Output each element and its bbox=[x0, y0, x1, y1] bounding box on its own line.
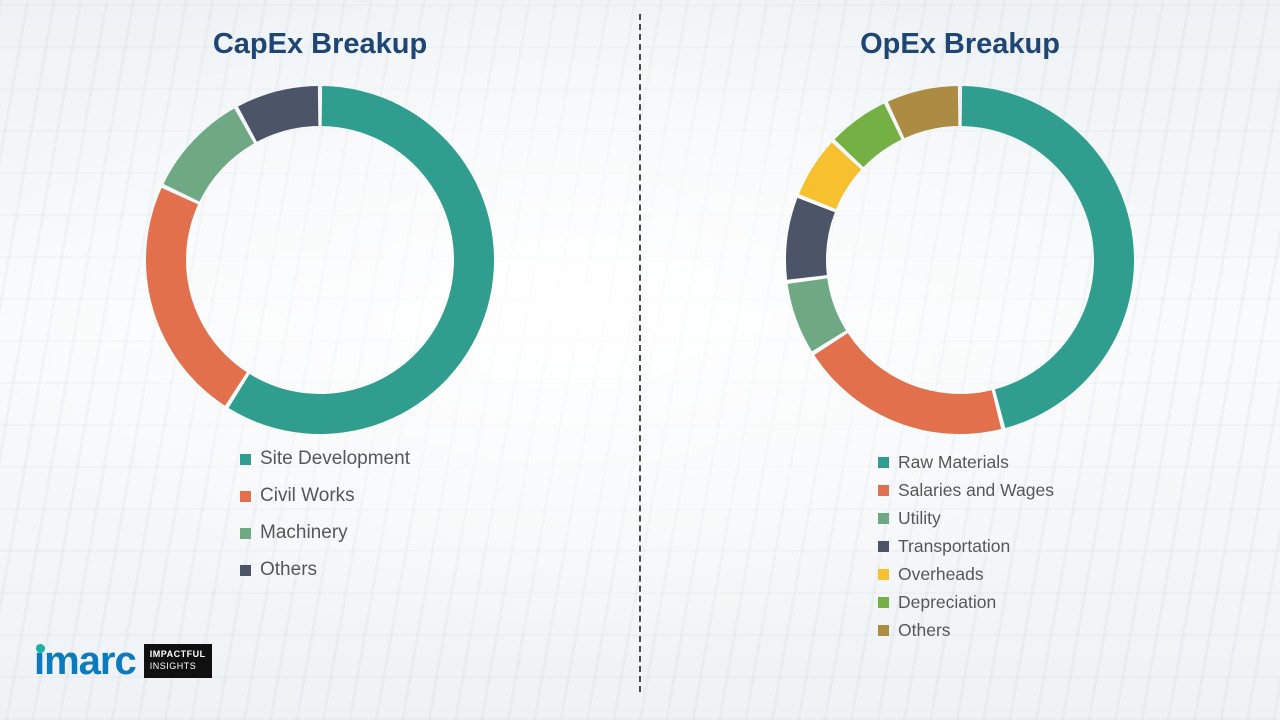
donut-segment-transportation bbox=[786, 197, 835, 280]
imarc-wordmark-text: imarc bbox=[34, 639, 137, 683]
donut-segment-overheads bbox=[799, 142, 862, 210]
legend-swatch-icon bbox=[240, 527, 251, 539]
opex-panel: OpEx Breakup Raw Materials Salaries and W… bbox=[640, 0, 1280, 720]
capex-legend: Site Development Civil Works Machinery Othe… bbox=[240, 448, 410, 596]
legend-label: Raw Materials bbox=[898, 452, 1009, 472]
donut-segment-others bbox=[238, 86, 319, 142]
tagline-line2: INSIGHTS bbox=[149, 661, 197, 671]
legend-swatch-icon bbox=[240, 490, 251, 502]
legend-label: Others bbox=[260, 559, 318, 580]
donut-segment-site-development bbox=[228, 86, 494, 434]
legend-item-others: Others bbox=[878, 620, 1054, 641]
logo-dot-icon bbox=[36, 644, 45, 653]
legend-item-utility: Utility bbox=[878, 508, 1054, 529]
legend-label: Site Development bbox=[260, 448, 410, 469]
legend-swatch-icon bbox=[878, 597, 889, 608]
donut-segment-machinery bbox=[163, 108, 255, 202]
donut-segment-utility bbox=[787, 278, 846, 352]
legend-swatch-icon bbox=[878, 457, 889, 468]
legend-item-raw-materials: Raw Materials bbox=[878, 452, 1054, 473]
legend-swatch-icon bbox=[240, 453, 251, 465]
legend-item-salaries-and-wages: Salaries and Wages bbox=[878, 480, 1054, 501]
legend-label: Utility bbox=[898, 508, 941, 528]
legend-label: Overheads bbox=[898, 564, 984, 584]
tagline-line1: IMPACTFUL bbox=[149, 649, 206, 660]
legend-item-site-development: Site Development bbox=[240, 448, 410, 470]
legend-swatch-icon bbox=[878, 513, 889, 524]
capex-donut-chart bbox=[146, 86, 494, 434]
legend-swatch-icon bbox=[878, 625, 889, 636]
logo-tagline-box: IMPACTFUL INSIGHTS bbox=[143, 644, 212, 678]
chart-title-opex: OpEx Breakup bbox=[860, 28, 1060, 60]
imarc-wordmark: imarc bbox=[34, 639, 137, 683]
legend-item-others: Others bbox=[240, 559, 410, 581]
legend-label: Depreciation bbox=[898, 592, 997, 612]
legend-item-transportation: Transportation bbox=[878, 536, 1054, 557]
legend-item-machinery: Machinery bbox=[240, 522, 410, 544]
legend-item-overheads: Overheads bbox=[878, 564, 1054, 585]
legend-label: Others bbox=[898, 620, 951, 640]
donut-segment-others bbox=[887, 86, 959, 139]
legend-swatch-icon bbox=[878, 485, 889, 496]
legend-label: Civil Works bbox=[260, 485, 355, 506]
legend-swatch-icon bbox=[878, 541, 889, 552]
opex-legend: Raw Materials Salaries and Wages Utility Tr… bbox=[878, 452, 1054, 648]
legend-label: Transportation bbox=[898, 536, 1011, 556]
legend-item-civil-works: Civil Works bbox=[240, 485, 410, 507]
imarc-logo: imarc IMPACTFUL INSIGHTS bbox=[34, 641, 212, 681]
donut-segment-raw-materials bbox=[961, 86, 1135, 428]
divider-dashed-line bbox=[639, 14, 641, 692]
legend-label: Salaries and Wages bbox=[898, 480, 1054, 500]
legend-swatch-icon bbox=[878, 569, 889, 580]
opex-donut-chart bbox=[786, 86, 1135, 434]
donut-segment-salaries-and-wages bbox=[814, 333, 1002, 434]
donut-segment-civil-works bbox=[146, 187, 247, 406]
donut-segment-depreciation bbox=[834, 103, 902, 168]
legend-swatch-icon bbox=[240, 564, 251, 576]
legend-item-depreciation: Depreciation bbox=[878, 592, 1054, 613]
chart-title-capex: CapEx Breakup bbox=[212, 28, 428, 60]
capex-panel: CapEx Breakup Site Development Civil Work… bbox=[146, 28, 494, 596]
legend-label: Machinery bbox=[260, 522, 348, 543]
